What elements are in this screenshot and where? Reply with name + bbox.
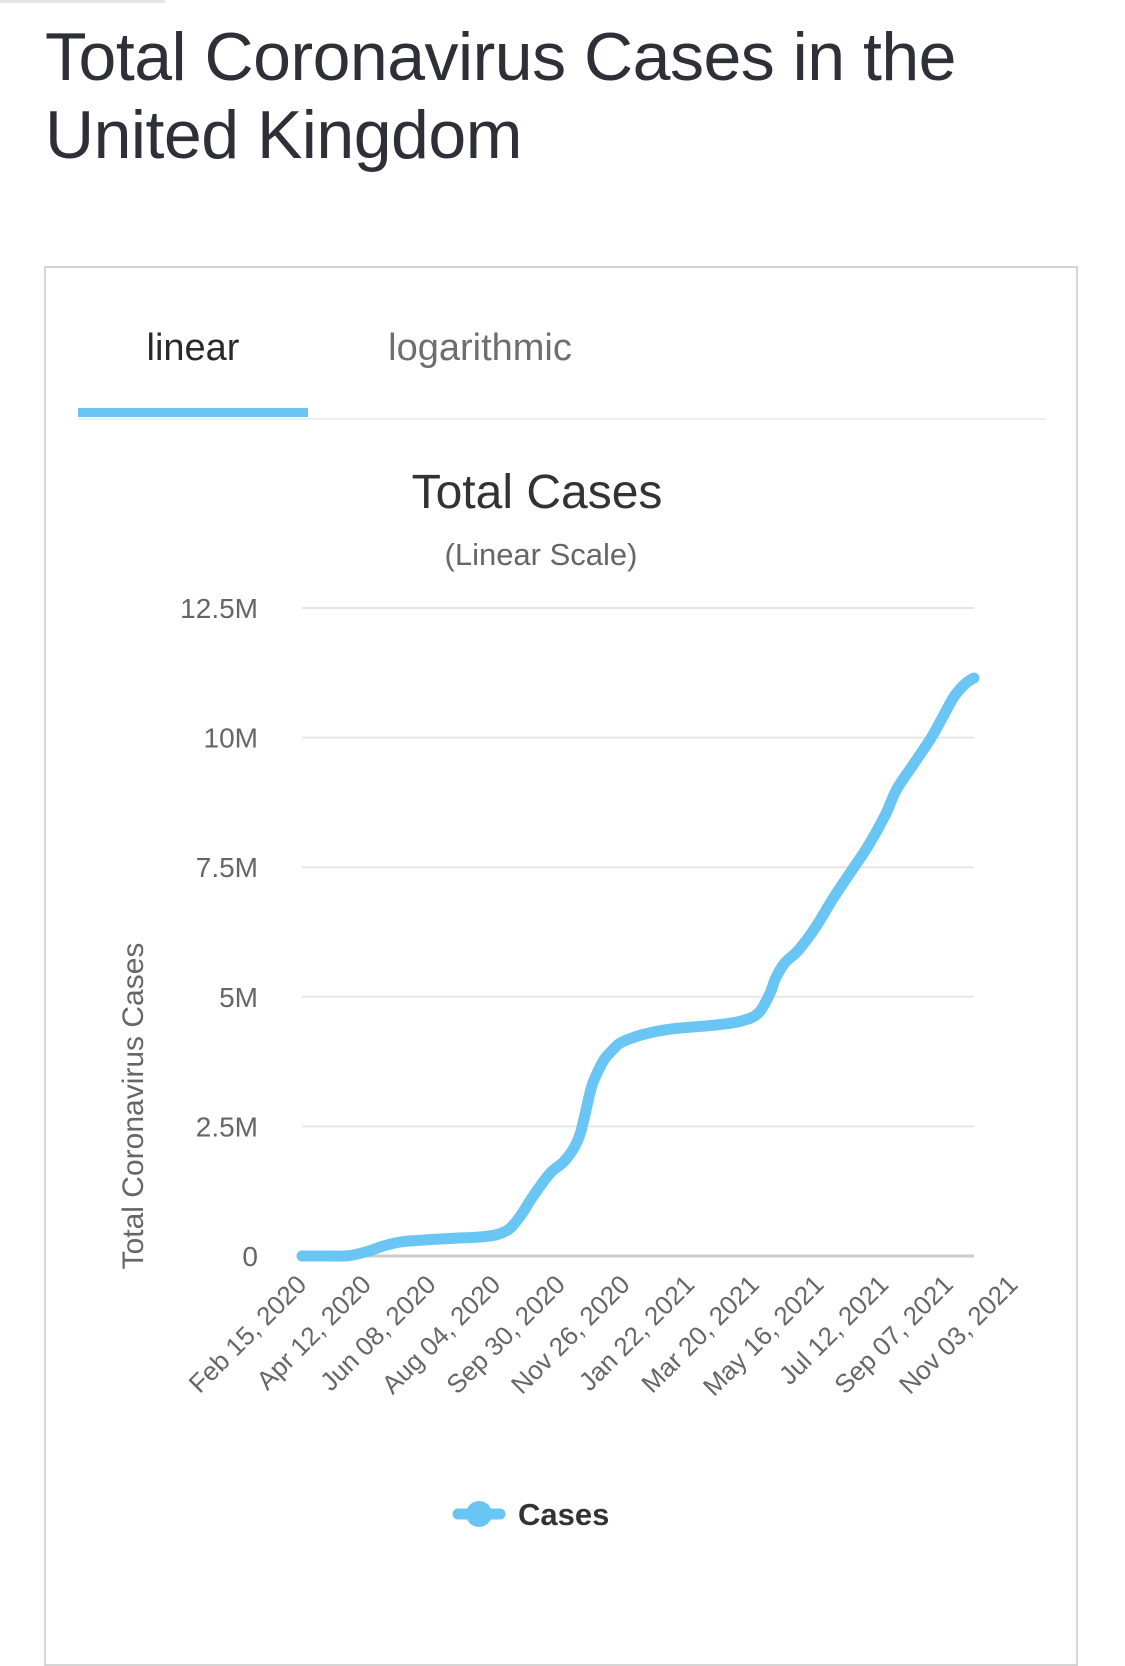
y-tick-label: 2.5M [196,1111,258,1142]
y-tick-label: 5M [219,982,258,1013]
page-title: Total Coronavirus Cases in the United Ki… [45,19,957,173]
y-tick-label: 7.5M [196,852,258,883]
legend-label-cases[interactable]: Cases [518,1497,609,1532]
y-axis-label: Total Coronavirus Cases [117,943,150,1270]
top-divider [0,0,165,3]
y-tick-label: 10M [204,723,258,754]
tab-logarithmic[interactable]: logarithmic [388,327,572,369]
legend[interactable]: Cases [452,1497,609,1532]
cases-line[interactable] [296,672,980,1262]
y-tick-label: 12.5M [180,593,258,624]
legend-marker-icon [466,1501,492,1527]
chart-card: linear logarithmic Total Cases (Linear S… [44,266,1078,1666]
y-tick-label: 0 [242,1241,258,1272]
y-axis-ticks: 0 2.5M 5M 7.5M 10M 12.5M [180,593,258,1272]
total-cases-chart: Total Cases (Linear Scale) 0 2.5M 5M 7.5M 10… [117,466,1024,1532]
tab-linear[interactable]: linear [146,327,240,369]
series-cases [296,672,980,1262]
active-tab-indicator [78,408,308,417]
scale-tabs: linear logarithmic [78,328,1046,420]
chart-subtitle: (Linear Scale) [445,537,638,572]
gridlines [302,607,974,1258]
chart-title: Total Cases [412,466,663,519]
